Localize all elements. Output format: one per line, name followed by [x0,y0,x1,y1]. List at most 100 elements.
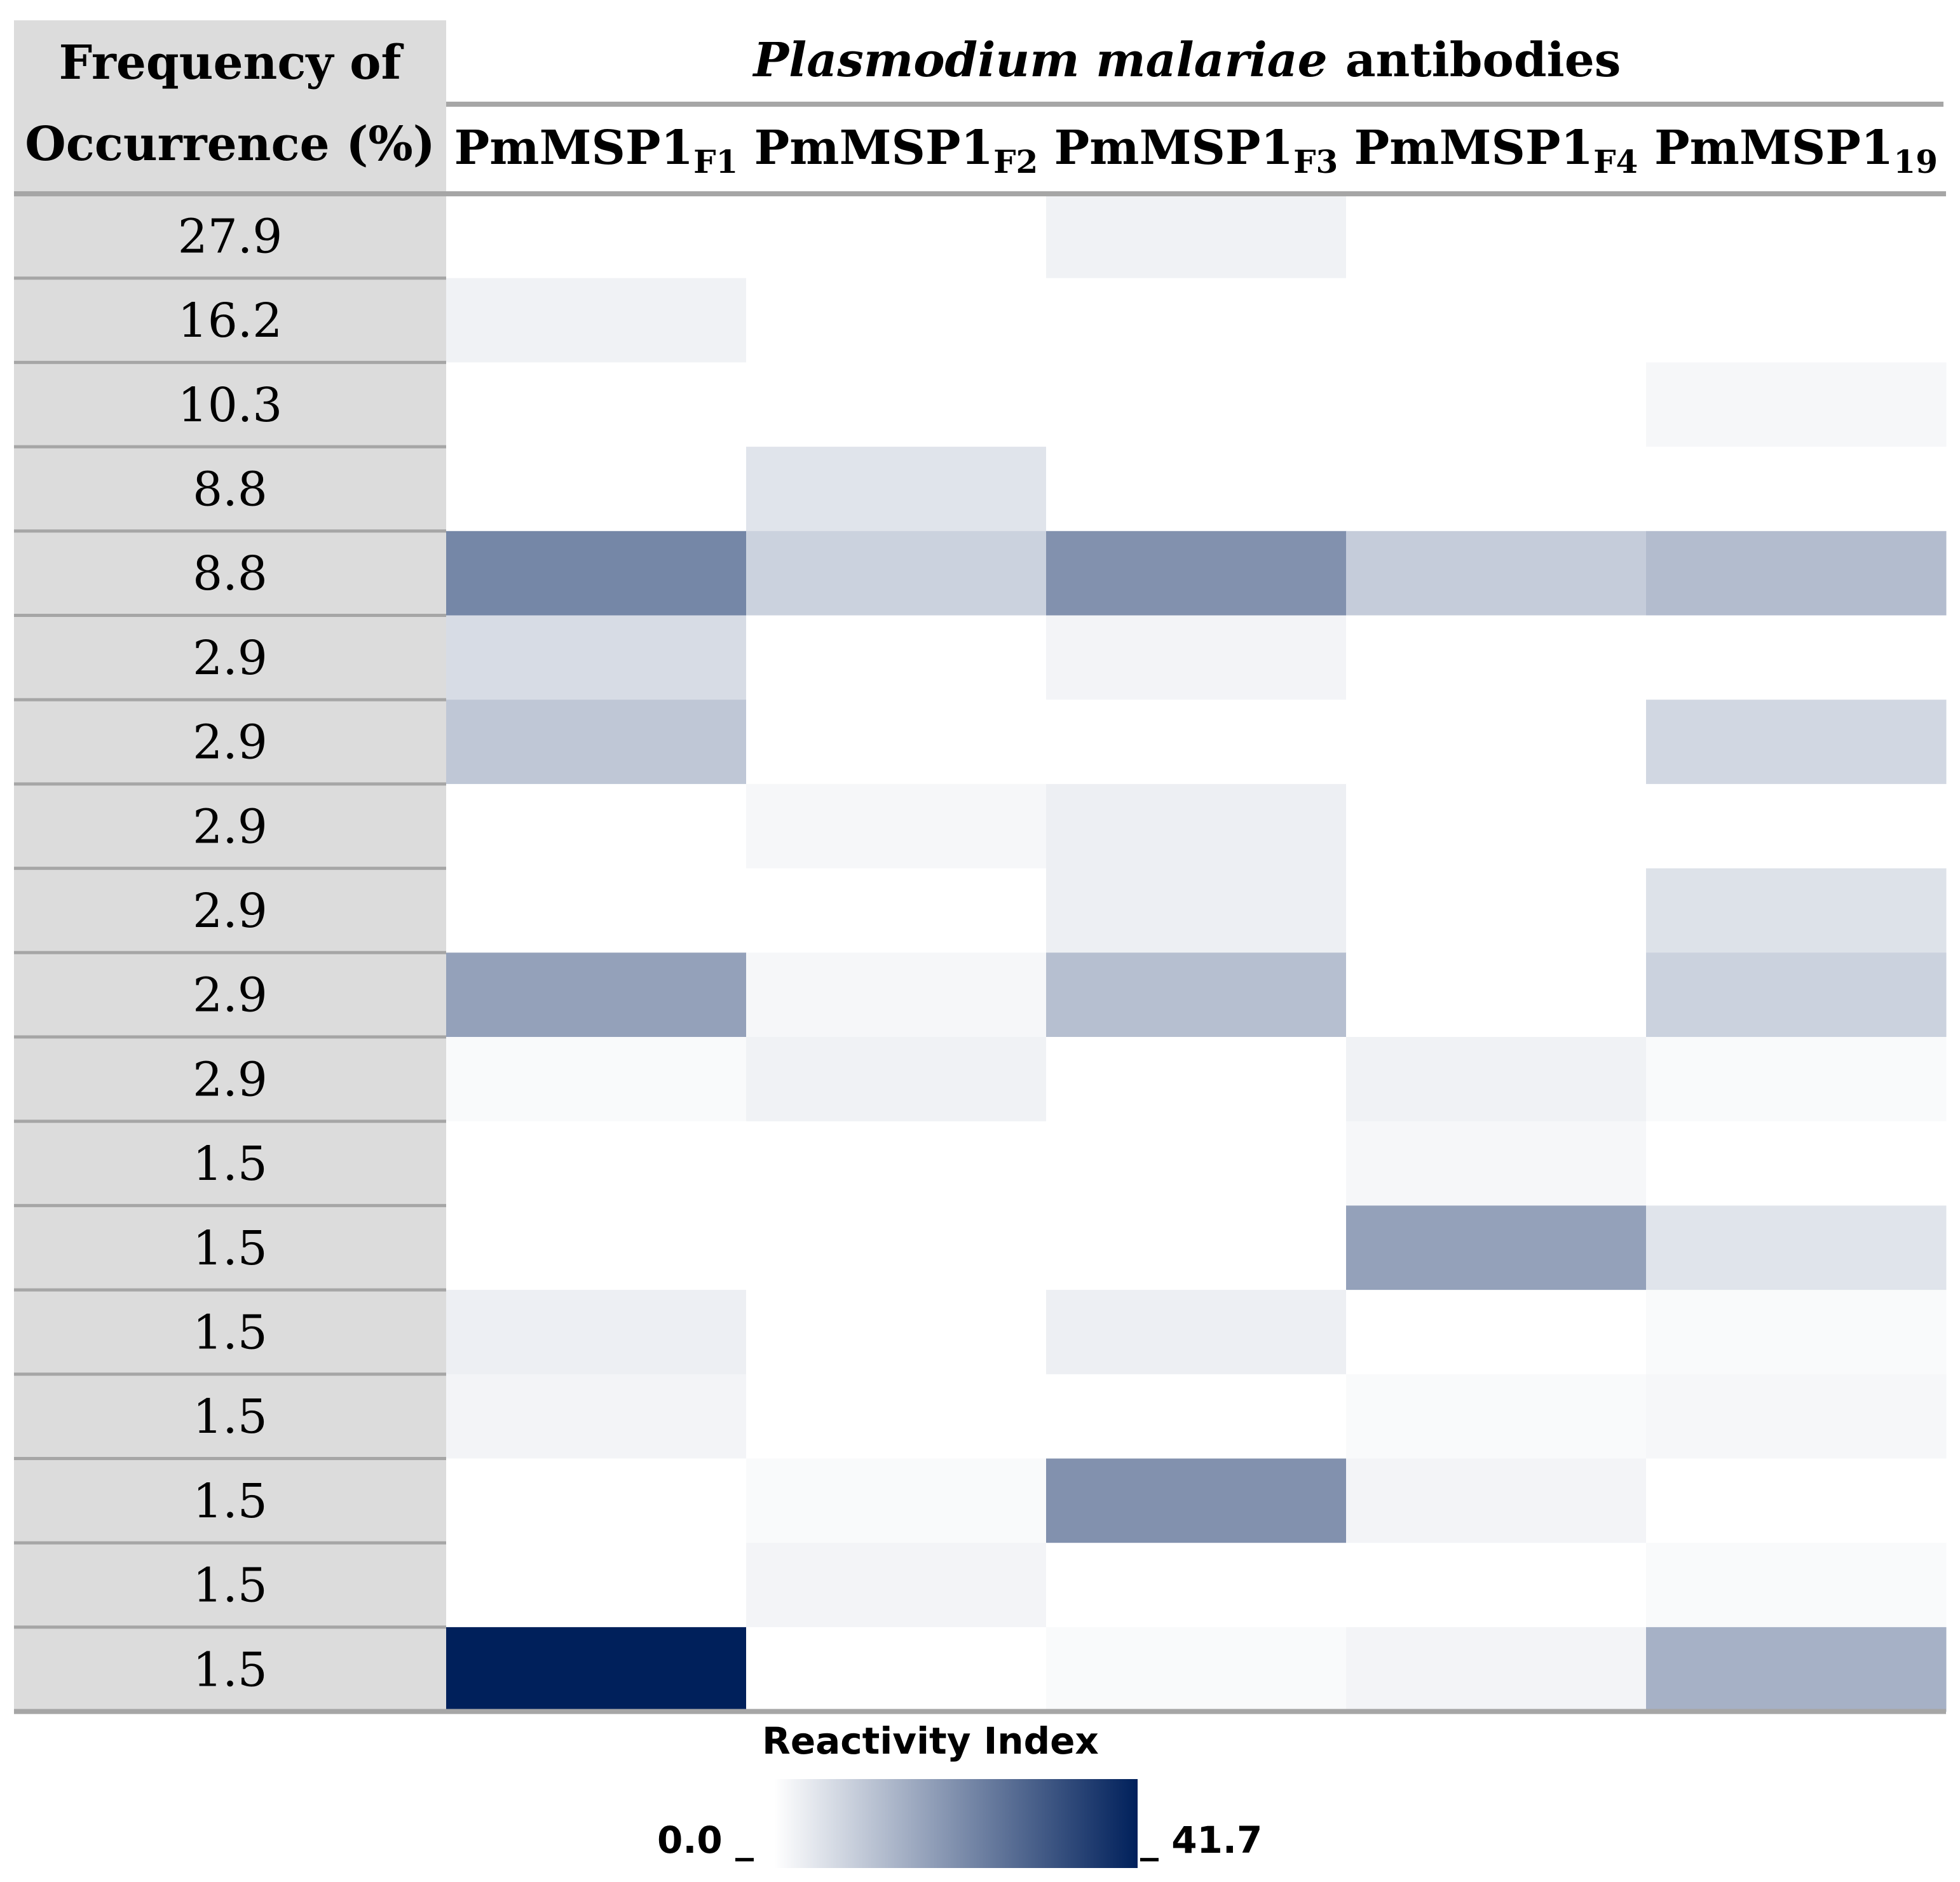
heatmap-cell [1346,615,1647,700]
heatmap-cell [1046,278,1347,363]
heatmap-cell [1346,1121,1647,1206]
heatmap-cell [446,615,747,700]
row-label-cell [14,952,446,1037]
heatmap-cell [446,1374,747,1459]
heatmap-cell [1346,1205,1647,1290]
column-group-title-species: Plasmodium malariae [752,33,1328,88]
heatmap-cell [746,1121,1047,1206]
heatmap-cell [1346,952,1647,1038]
heatmap-cell [1346,194,1647,279]
row-label: 1.5 [193,1474,268,1529]
column-header-subscript: F1 [693,143,738,180]
heatmap-cell [1046,447,1347,532]
heatmap-cell [1346,868,1647,953]
heatmap-cell [746,531,1047,616]
heatmap-cell [1346,1037,1647,1122]
heatmap-cell [1646,868,1947,953]
heatmap-cell [1346,362,1647,447]
column-group-title: Plasmodium malariae antibodies [752,33,1621,88]
column-header-19: PmMSP119 [1654,121,1938,180]
column-headers: PmMSP1F1 PmMSP1F2 PmMSP1F3 PmMSP1F4 PmMSP119 [14,121,1946,196]
heatmap-cell [1046,1037,1347,1122]
heatmap-cell [746,1458,1047,1543]
heatmap-cell [1646,700,1947,785]
heatmap-cell [1646,278,1947,363]
heatmap-cell [1646,1290,1947,1375]
heatmap-cell [1646,1121,1947,1206]
heatmap-cell [446,868,747,953]
row-label-cell [14,700,446,784]
heatmap-cell [746,1205,1047,1290]
heatmap-cell [1046,362,1347,447]
column-header-subscript: F2 [993,143,1038,180]
heatmap-cell [446,1290,747,1375]
row-label-cell [14,1205,446,1290]
heatmap-cell [1046,194,1347,279]
row-label: 8.8 [193,546,268,601]
heatmap-cell [446,1037,747,1122]
heatmap-cell [746,1543,1047,1628]
heatmap-cell [446,952,747,1038]
colorbar-min-label: 0.0 _ [657,1818,754,1862]
heatmap-cell [1646,1205,1947,1290]
row-label: 1.5 [193,1305,268,1360]
row-label-cell [14,615,446,700]
heatmap-cell [746,1290,1047,1375]
heatmap-cell [446,531,747,616]
heatmap-cell [746,1627,1047,1712]
heatmap-cell [446,447,747,532]
row-label-cell [14,278,446,363]
column-header-base: PmMSP1 [754,121,993,175]
heatmap-cell [1646,1458,1947,1543]
heatmap-cell [746,278,1047,363]
heatmap-cell [446,700,747,785]
row-label: 2.9 [193,1052,268,1107]
column-header-subscript: F4 [1593,143,1638,180]
heatmap-cell [1046,700,1347,785]
column-header-subscript: 19 [1893,143,1938,180]
heatmap-cell [746,447,1047,532]
heatmap-cell [1646,783,1947,869]
column-header-f3: PmMSP1F3 [1054,121,1338,180]
heatmap-cell [1646,531,1947,616]
row-label: 2.9 [193,631,268,686]
heatmap-cell [1046,1458,1347,1543]
heatmap-cell [1346,278,1647,363]
heatmap-cell [1346,1374,1647,1459]
row-label-cell [14,1037,446,1121]
heatmap-cell [1046,868,1347,953]
row-label-cell [14,194,446,278]
row-label: 2.9 [193,799,268,854]
row-label-cell [14,1374,446,1459]
heatmap-cell [1346,531,1647,616]
row-label-cell [14,1543,446,1627]
row-label: 8.8 [193,462,268,517]
row-label-cell [14,1458,446,1543]
heatmap-cell [1046,1121,1347,1206]
heatmap-cell [446,783,747,869]
heatmap-cell [1646,194,1947,279]
heatmap-cell [446,1627,747,1712]
heatmap-cell [1646,1543,1947,1628]
row-header-background [14,20,446,194]
heatmap-cell [746,615,1047,700]
heatmap-cell [446,278,747,363]
row-label-cell [14,783,446,869]
heatmap-cell [446,1121,747,1206]
column-header-base: PmMSP1 [1354,121,1593,175]
heatmap-cell [1646,952,1947,1038]
heatmap-cell [746,1037,1047,1122]
heatmap-cell [746,700,1047,785]
heatmap-cell [446,1458,747,1543]
heatmap-cell [746,952,1047,1038]
heatmap-cell [746,868,1047,953]
row-label: 1.5 [193,1137,268,1191]
row-label: 1.5 [193,1642,268,1697]
heatmap-cell [446,194,747,279]
heatmap-cell [1646,1627,1947,1712]
row-header-line-2: Occurrence (%) [25,117,435,172]
column-group-title-suffix: antibodies [1345,33,1621,88]
row-label: 16.2 [178,294,283,348]
heatmap-cell [446,362,747,447]
row-label-cell [14,362,446,447]
